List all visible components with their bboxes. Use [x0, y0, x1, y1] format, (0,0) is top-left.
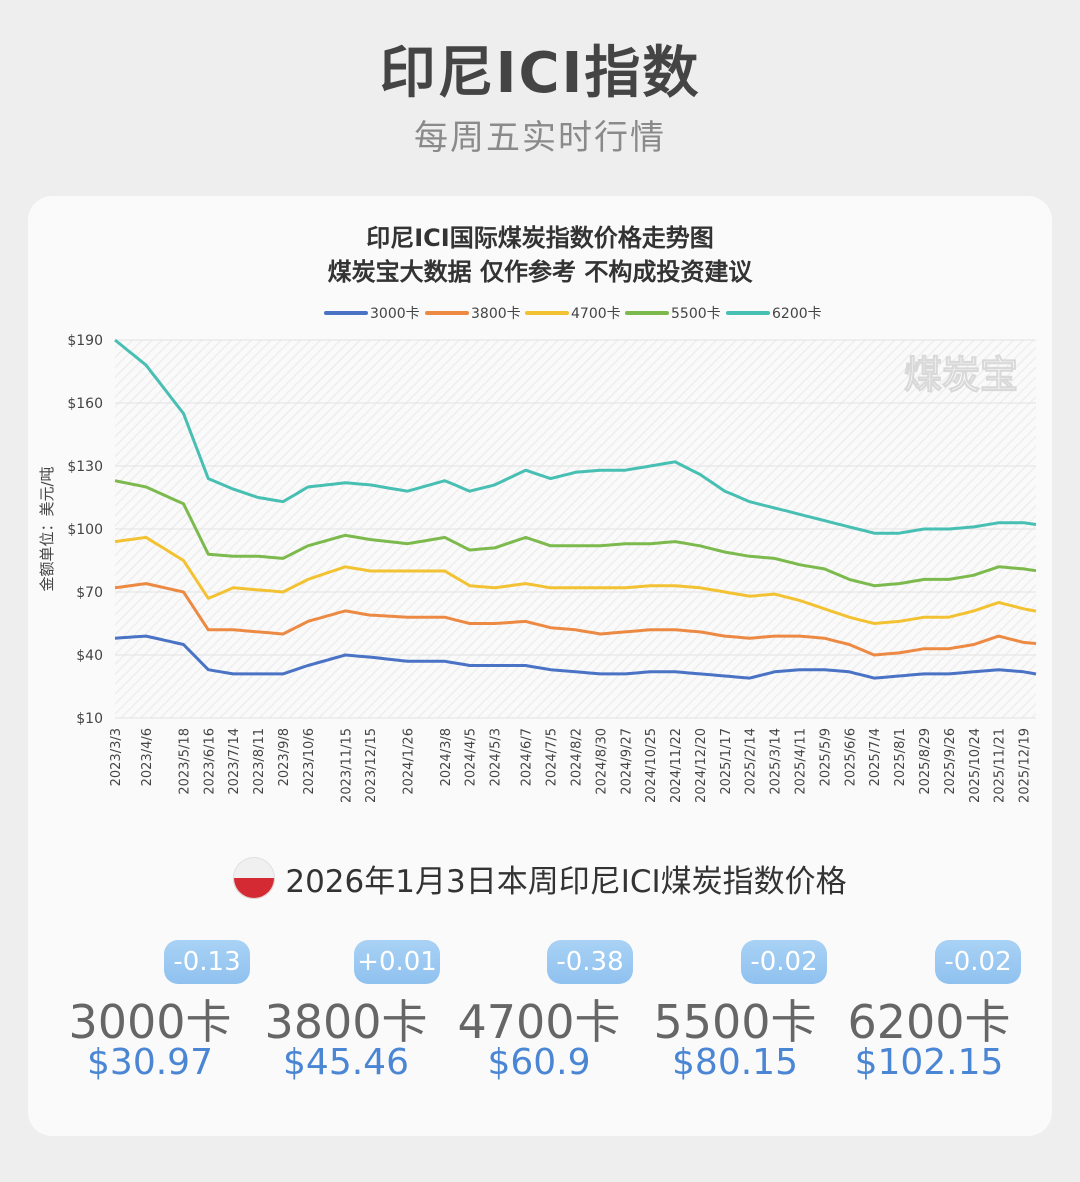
- x-tick-label: 2023/12/15: [364, 728, 379, 803]
- legend-label: 3800卡: [471, 306, 521, 322]
- legend-label: 4700卡: [571, 306, 621, 322]
- price-value: $45.46: [283, 1042, 409, 1083]
- x-tick-label: 2025/3/14: [769, 728, 784, 795]
- x-tick-label: 2025/2/14: [744, 728, 759, 795]
- x-tick-label: 2025/10/24: [968, 728, 983, 803]
- x-tick-label: 2023/8/11: [252, 728, 267, 795]
- grade-label: 3800卡: [264, 995, 428, 1049]
- x-tick-label: 2023/11/15: [339, 728, 354, 803]
- series-line-3800卡: [114, 582, 1037, 657]
- x-tick-label: 2025/9/26: [943, 728, 958, 795]
- grade-label: 5500卡: [653, 995, 817, 1049]
- grade-label: 4700卡: [457, 995, 621, 1049]
- change-badge: -0.38: [547, 940, 633, 984]
- grade-label: 3000卡: [68, 995, 232, 1049]
- price-card-3000: -0.13 3000卡 $30.97: [55, 940, 250, 1090]
- y-axis-label: 金额单位：美元/吨: [38, 466, 56, 591]
- x-tick-label: 2025/1/17: [719, 728, 734, 795]
- watermark-logo: 煤炭宝: [904, 353, 1018, 397]
- change-badge: +0.01: [354, 940, 440, 984]
- x-tick-label: 2023/6/16: [202, 728, 217, 795]
- x-tick-label: 2023/3/3: [109, 728, 124, 786]
- series-line-3000卡: [114, 634, 1037, 680]
- x-tick-label: 2024/1/26: [401, 728, 416, 795]
- change-badge: -0.02: [935, 940, 1021, 984]
- y-tick-label: $10: [76, 711, 103, 727]
- x-tick-label: 2025/12/19: [1018, 728, 1033, 803]
- x-tick-label: 2025/8/1: [893, 728, 908, 786]
- y-tick-label: $190: [67, 333, 103, 349]
- series-line-6200卡: [114, 338, 1037, 535]
- x-tick-label: 2023/7/14: [227, 728, 242, 795]
- legend-label: 3000卡: [370, 306, 420, 322]
- series-line-4700卡: [114, 535, 1037, 625]
- legend-label: 5500卡: [671, 306, 721, 322]
- x-tick-label: 2025/4/11: [794, 728, 809, 795]
- x-tick-label: 2024/5/3: [489, 728, 504, 786]
- x-tick-label: 2023/5/18: [177, 728, 192, 795]
- x-tick-label: 2023/4/6: [140, 728, 155, 786]
- x-tick-label: 2025/7/4: [868, 728, 883, 786]
- price-value: $102.15: [854, 1042, 1004, 1083]
- grade-label: 6200卡: [847, 995, 1011, 1049]
- y-tick-label: $70: [76, 585, 103, 601]
- price-card-3800: +0.01 3800卡 $45.46: [251, 940, 441, 1090]
- x-tick-label: 2025/5/9: [818, 728, 833, 786]
- x-tick-label: 2024/11/22: [669, 728, 684, 803]
- x-tick-label: 2023/9/8: [277, 728, 292, 786]
- summary-row: 2026年1月3日本周印尼ICI煤炭指数价格: [28, 854, 1052, 902]
- price-value: $80.15: [672, 1042, 798, 1083]
- chart-subtitle: 煤炭宝大数据 仅作参考 不构成投资建议: [328, 258, 754, 286]
- price-card-4700: -0.38 4700卡 $60.9: [444, 940, 634, 1090]
- y-tick-label: $130: [67, 459, 103, 475]
- legend-label: 6200卡: [772, 306, 822, 322]
- series-line-5500卡: [114, 479, 1037, 588]
- price-value: $30.97: [87, 1042, 213, 1083]
- change-badge: -0.02: [741, 940, 827, 984]
- x-tick-label: 2024/8/2: [570, 728, 585, 786]
- x-tick-label: 2024/8/30: [594, 728, 609, 795]
- price-value: $60.9: [487, 1042, 591, 1083]
- x-tick-label: 2024/6/7: [520, 728, 535, 786]
- change-badge: -0.13: [164, 940, 250, 984]
- summary-heading: 2026年1月3日本周印尼ICI煤炭指数价格: [285, 863, 847, 900]
- x-tick-label: 2024/9/27: [619, 728, 634, 795]
- x-tick-label: 2023/10/6: [302, 728, 317, 795]
- indonesia-flag-icon: [233, 857, 276, 899]
- x-tick-label: 2024/4/5: [464, 728, 479, 786]
- x-tick-label: 2025/11/21: [993, 728, 1008, 803]
- page-subtitle: 每周五实时行情: [414, 118, 666, 158]
- x-tick-label: 2025/6/6: [843, 728, 858, 786]
- x-tick-label: 2025/8/29: [918, 728, 933, 795]
- x-tick-label: 2024/12/20: [694, 728, 709, 803]
- y-tick-label: $160: [67, 396, 103, 412]
- x-tick-label: 2024/3/8: [439, 728, 454, 786]
- y-tick-label: $100: [67, 522, 103, 538]
- price-card-6200: -0.02 6200卡 $102.15: [834, 940, 1024, 1090]
- price-card-5500: -0.02 5500卡 $80.15: [640, 940, 830, 1090]
- x-tick-label: 2024/10/25: [644, 728, 659, 803]
- page-title: 印尼ICI指数: [379, 41, 701, 106]
- chart-title: 印尼ICI国际煤炭指数价格走势图: [366, 224, 713, 252]
- y-tick-label: $40: [76, 648, 103, 664]
- x-tick-label: 2024/7/5: [545, 728, 560, 786]
